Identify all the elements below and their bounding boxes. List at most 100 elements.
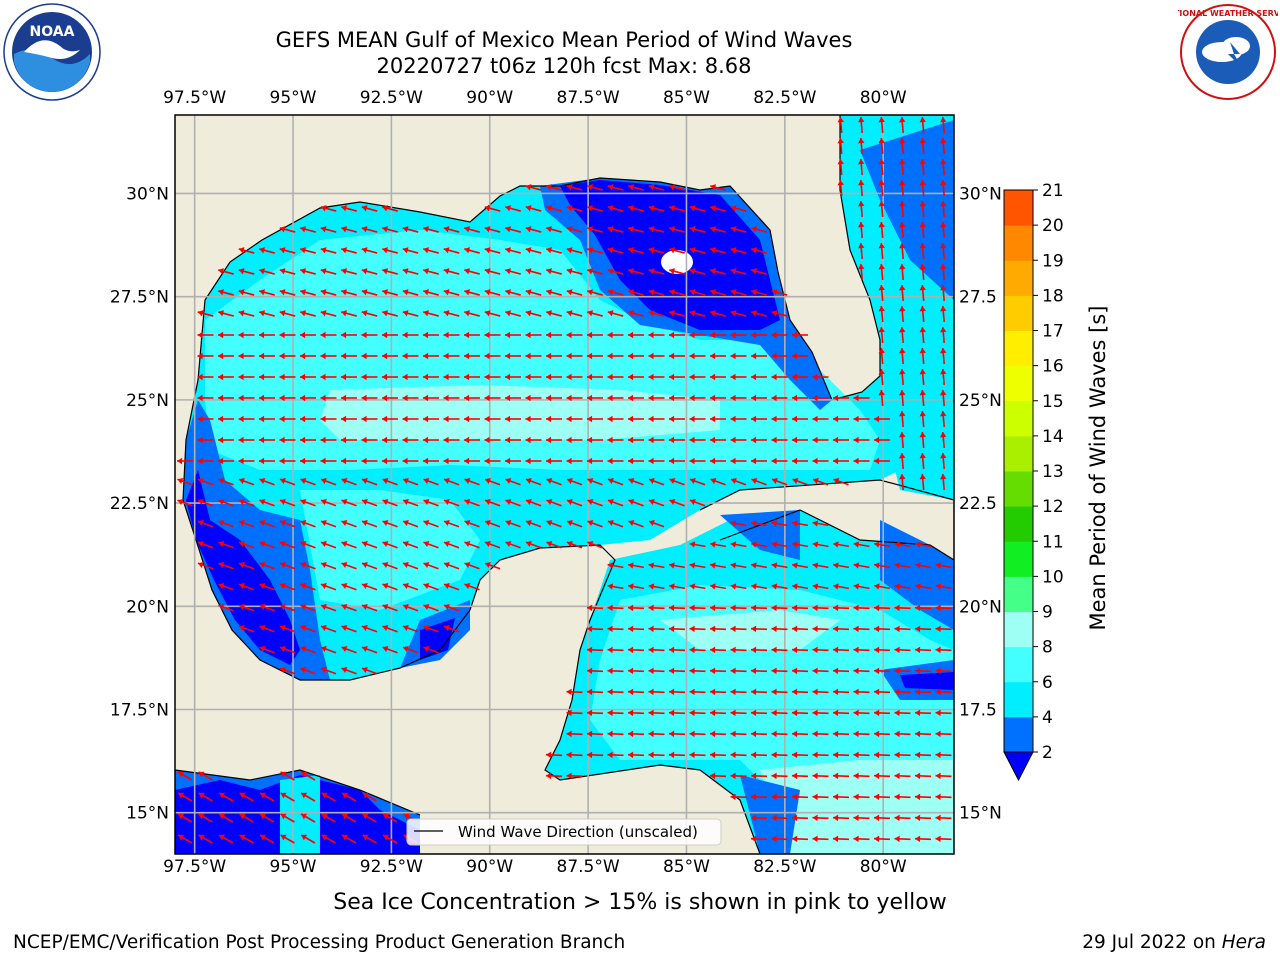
lat-label-left: 15°N [126, 804, 169, 824]
wave-arrow [750, 604, 768, 612]
wave-arrow [627, 709, 645, 717]
colorbar-bin [1004, 576, 1033, 612]
noaa-logo: NOAA [3, 3, 101, 101]
wave-arrow [218, 415, 234, 423]
wave-arrow [300, 561, 316, 570]
wave-arrow [669, 415, 685, 423]
wave-arrow [607, 562, 624, 569]
wave-arrow [484, 205, 501, 212]
legend-label: Wind Wave Direction (unscaled) [458, 823, 698, 841]
wave-arrow [791, 835, 809, 843]
wave-arrow [689, 625, 706, 633]
wave-arrow [832, 709, 850, 717]
wave-arrow [750, 625, 768, 633]
wave-arrow [730, 751, 747, 759]
wave-arrow [361, 519, 378, 528]
wave-arrow [423, 352, 439, 360]
nws-logo-text: NATIONAL WEATHER SERVICE [1178, 9, 1278, 18]
wave-arrow [280, 813, 295, 823]
wave-arrow [837, 137, 844, 155]
wave-arrow [464, 394, 480, 402]
wave-arrow [710, 373, 726, 381]
wave-arrow [320, 310, 337, 317]
wave-arrow [279, 624, 296, 633]
wave-arrow [751, 373, 767, 381]
wave-arrow [382, 436, 398, 444]
wave-arrow [853, 394, 870, 402]
wave-arrow [648, 751, 665, 759]
wave-arrow [648, 352, 665, 360]
wave-arrow [382, 373, 398, 381]
wave-arrow [566, 519, 583, 528]
wave-arrow [771, 331, 788, 339]
colorbar-tick-label: 9 [1042, 603, 1053, 623]
wave-arrow [238, 477, 255, 486]
wave-arrow [607, 415, 624, 423]
wave-arrow [566, 289, 583, 296]
wave-arrow [628, 436, 644, 444]
wave-arrow [894, 583, 911, 590]
wave-arrow [669, 226, 685, 233]
wave-arrow [628, 457, 644, 465]
wave-arrow [914, 772, 932, 780]
wave-arrow [300, 436, 316, 444]
footer-date: 29 Jul 2022 on Hera [1082, 932, 1266, 953]
wave-arrow [300, 477, 316, 486]
pacific-light-patch [280, 775, 320, 854]
lat-label-left: 30°N [126, 184, 169, 204]
wave-arrow [320, 645, 337, 654]
wave-arrow [771, 352, 788, 360]
wave-arrow [321, 792, 336, 802]
wave-arrow [423, 268, 439, 275]
wave-arrow [771, 436, 788, 444]
wave-arrow [628, 498, 644, 507]
wave-arrow [341, 624, 357, 633]
wave-arrow [525, 519, 542, 528]
lon-label-top: 97.5°W [163, 88, 226, 108]
wave-arrow [668, 667, 686, 675]
wave-arrow [464, 561, 480, 570]
wave-arrow [853, 604, 870, 612]
wave-arrow [505, 289, 521, 296]
wave-arrow [320, 519, 337, 528]
lon-label-top: 80°W [860, 88, 907, 108]
wave-arrow [914, 646, 932, 654]
colorbar-label: Mean Period of Wind Waves [s] [1086, 305, 1110, 631]
wave-arrow [423, 457, 439, 465]
wave-arrow [300, 645, 316, 654]
wave-arrow [812, 604, 829, 612]
lon-label-bottom: 97.5°W [163, 857, 226, 877]
wave-arrow [751, 394, 767, 402]
colorbar-bin [1004, 365, 1033, 402]
wave-arrow [382, 352, 398, 360]
wave-arrow [899, 368, 906, 386]
wave-arrow [279, 519, 296, 528]
wave-arrow [197, 331, 214, 339]
wave-arrow [940, 431, 947, 449]
wave-arrow [320, 477, 337, 486]
wave-arrow [689, 583, 706, 590]
wave-arrow [238, 498, 255, 507]
wave-arrow [878, 347, 885, 365]
wave-arrow [279, 268, 296, 275]
wave-arrow [300, 226, 316, 233]
colorbar-tick-label: 21 [1042, 181, 1064, 201]
wave-arrow [812, 394, 829, 402]
wave-arrow [525, 289, 542, 296]
wave-arrow [361, 436, 378, 444]
wave-arrow [300, 624, 316, 633]
wave-arrow [935, 562, 952, 569]
wave-arrow [750, 730, 768, 738]
wave-arrow [218, 561, 234, 570]
wave-arrow [628, 331, 644, 339]
wave-arrow [566, 709, 583, 717]
wave-arrow [279, 645, 296, 654]
wave-arrow [382, 540, 398, 549]
wave-arrow [750, 814, 768, 822]
wave-arrow [587, 310, 603, 317]
wave-arrow [361, 645, 378, 654]
wave-arrow [833, 477, 849, 486]
wave-arrow [940, 137, 947, 155]
wave-arrow [505, 226, 521, 233]
wave-arrow [710, 331, 726, 339]
